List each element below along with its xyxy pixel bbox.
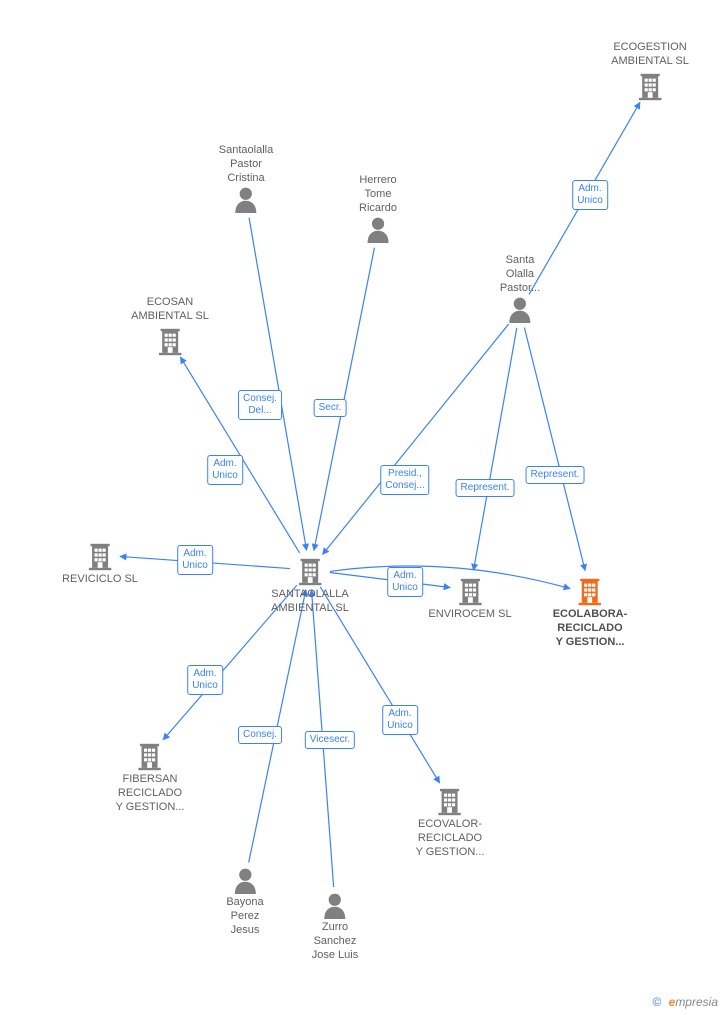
edge-label: Consej. Del... <box>238 390 282 420</box>
node-cristina[interactable]: Santaolalla Pastor Cristina <box>219 144 273 215</box>
node-zurro[interactable]: Zurro Sanchez Jose Luis <box>312 891 358 962</box>
node-ecolabora[interactable]: ECOLABORA- RECICLADO Y GESTION... <box>553 574 628 649</box>
edge-label: Adm. Unico <box>572 180 608 210</box>
node-label: Herrero Tome Ricardo <box>359 174 397 215</box>
node-ecosan[interactable]: ECOSAN AMBIENTAL SL <box>131 296 209 358</box>
node-label: SANTAOLALLA AMBIENTAL SL <box>271 588 349 616</box>
person-icon <box>321 891 349 919</box>
node-fibersan[interactable]: FIBERSAN RECICLADO Y GESTION... <box>116 739 185 814</box>
edge-label: Represent. <box>456 479 515 497</box>
building-icon <box>154 324 186 356</box>
node-santaolalla_pastor[interactable]: Santa Olalla Pastor... <box>500 254 540 325</box>
edge-label: Presid., Consej... <box>380 465 429 495</box>
edge-label: Vicesecr. <box>305 731 355 749</box>
node-center[interactable]: SANTAOLALLA AMBIENTAL SL <box>271 554 349 616</box>
node-label: FIBERSAN RECICLADO Y GESTION... <box>116 773 185 814</box>
building-icon <box>454 574 486 606</box>
node-label: Santa Olalla Pastor... <box>500 254 540 295</box>
node-label: ECOSAN AMBIENTAL SL <box>131 296 209 324</box>
edge-center-ecovalor <box>320 587 439 783</box>
node-label: ECOLABORA- RECICLADO Y GESTION... <box>553 608 628 649</box>
edge-santaolalla_pastor-ecolabora <box>524 327 585 570</box>
edge-santaolalla_pastor-envirocem <box>474 328 517 571</box>
node-label: Bayona Perez Jesus <box>226 896 263 937</box>
node-label: Zurro Sanchez Jose Luis <box>312 921 358 962</box>
building-icon <box>634 69 666 101</box>
building-icon <box>134 739 166 771</box>
copyright-symbol: © <box>652 995 661 1009</box>
building-icon <box>294 554 326 586</box>
node-label: Santaolalla Pastor Cristina <box>219 144 273 185</box>
edge-label: Adm. Unico <box>207 455 243 485</box>
edge-cristina-center <box>249 218 307 551</box>
edge-label: Adm. Unico <box>177 545 213 575</box>
node-label: ENVIROCEM SL <box>428 608 511 622</box>
brand-rest: mpresia <box>675 995 718 1009</box>
node-reviciclo[interactable]: REVICICLO SL <box>62 539 138 587</box>
edge-label: Adm. Unico <box>187 665 223 695</box>
node-ricardo[interactable]: Herrero Tome Ricardo <box>359 174 397 245</box>
edge-santaolalla_pastor-center <box>323 324 509 554</box>
node-label: REVICICLO SL <box>62 573 138 587</box>
edge-label: Adm. Unico <box>382 705 418 735</box>
node-ecovalor[interactable]: ECOVALOR- RECICLADO Y GESTION... <box>416 784 485 859</box>
building-icon <box>84 539 116 571</box>
node-label: ECOGESTION AMBIENTAL SL <box>611 41 689 69</box>
person-icon <box>232 185 260 213</box>
person-icon <box>364 215 392 243</box>
building-icon <box>574 574 606 606</box>
watermark: © empresia <box>652 995 718 1009</box>
edge-label: Secr. <box>314 399 347 417</box>
diagram-canvas: SANTAOLALLA AMBIENTAL SL ECOGESTION AMBIE… <box>0 0 728 1015</box>
node-bayona[interactable]: Bayona Perez Jesus <box>226 866 263 937</box>
node-ecogestion[interactable]: ECOGESTION AMBIENTAL SL <box>611 41 689 103</box>
edge-label: Adm. Unico <box>387 567 423 597</box>
building-icon <box>434 784 466 816</box>
person-icon <box>506 295 534 323</box>
edges-layer <box>0 0 728 1015</box>
person-icon <box>231 866 259 894</box>
edge-label: Consej. <box>238 726 282 744</box>
node-envirocem[interactable]: ENVIROCEM SL <box>428 574 511 622</box>
node-label: ECOVALOR- RECICLADO Y GESTION... <box>416 818 485 859</box>
edge-label: Represent. <box>526 466 585 484</box>
